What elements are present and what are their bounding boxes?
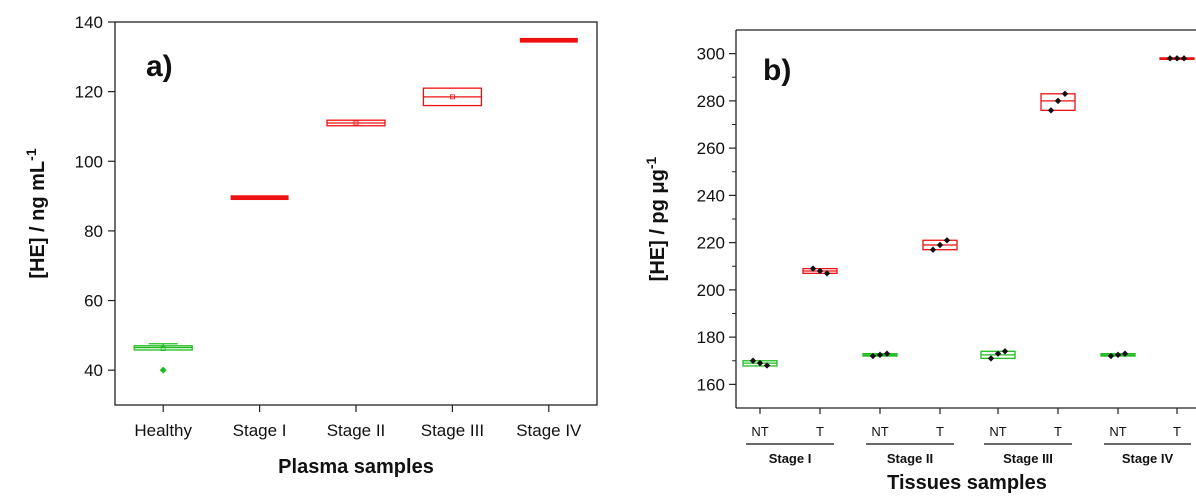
data-point (1107, 352, 1115, 360)
x-tick-label: T (816, 424, 824, 439)
panel-a-boxes (133, 37, 578, 374)
y-tick-label: 180 (697, 328, 725, 347)
panel-b-y-axis-title-main: [HE] / pg μg (647, 169, 669, 281)
y-tick-label: 220 (697, 234, 725, 253)
y-tick-label: 120 (75, 83, 103, 102)
data-point (1121, 350, 1129, 357)
y-tick-label: 240 (697, 186, 725, 205)
data-point (1166, 55, 1174, 62)
panel-b-tissue-boxplot: 160 180 200 220 240 260 280 300 NT T NT T NT T NT T St… (643, 29, 1196, 494)
data-point (987, 355, 995, 362)
x-tick-label: Stage I (233, 421, 287, 440)
panel-a-y-axis: 40 60 80 100 120 140 (75, 13, 115, 380)
data-point (816, 267, 824, 275)
data-point (883, 350, 891, 357)
y-tick-label: 100 (75, 152, 103, 171)
panel-b-y-axis: 160 180 200 220 240 260 280 300 (697, 45, 736, 394)
data-point (1047, 107, 1055, 114)
data-point (1173, 55, 1181, 62)
x-tick-label: Stage III (421, 421, 484, 440)
panel-b-axes (735, 29, 1196, 409)
panel-a-x-axis: Healthy Stage I Stage II Stage III Stage IV (134, 405, 582, 440)
outlier-point (159, 366, 167, 374)
data-point (869, 352, 877, 360)
x-tick-label: Stage II (327, 421, 386, 440)
data-point (929, 246, 937, 253)
y-tick-label: 280 (697, 92, 725, 111)
x-tick-label: T (1173, 424, 1181, 439)
panel-b-boxes (742, 55, 1195, 369)
panel-b-y-axis-title: [HE] / pg μg-1 (643, 156, 669, 281)
group-label: Stage I (769, 451, 812, 466)
panel-a-y-axis-title: [HE] / ng mL-1 (23, 148, 49, 278)
panel-a-x-axis-title: Plasma samples (278, 456, 434, 478)
data-point (1180, 55, 1188, 62)
data-point (1001, 348, 1009, 355)
data-point (749, 357, 757, 364)
y-tick-label: 40 (84, 361, 103, 380)
x-tick-label: NT (751, 424, 768, 439)
y-tick-label: 200 (697, 281, 725, 300)
box (1040, 93, 1076, 111)
panel-a-plasma-boxplot: 40 60 80 100 120 140 Healthy Stage I Stage II St… (23, 13, 598, 478)
box (230, 195, 289, 201)
mean-marker (160, 346, 166, 351)
panel-a-y-axis-title-superscript: -1 (23, 148, 39, 161)
mean-marker (449, 94, 455, 100)
data-point (943, 237, 951, 244)
y-tick-label: 300 (697, 45, 725, 64)
data-point (763, 362, 771, 369)
data-point (756, 359, 764, 367)
y-tick-label: 60 (84, 292, 103, 311)
data-point (823, 270, 831, 277)
x-tick-label: NT (871, 424, 888, 439)
panel-b-label: b) (763, 54, 791, 87)
data-point (1114, 351, 1122, 359)
x-tick-label: Stage IV (516, 421, 582, 440)
panel-b-x-axis: NT T NT T NT T NT T (751, 408, 1181, 439)
data-point (809, 265, 817, 272)
x-tick-label: NT (1109, 424, 1126, 439)
y-tick-label: 80 (84, 222, 103, 241)
x-tick-label: NT (989, 424, 1006, 439)
group-label: Stage II (887, 451, 933, 466)
y-tick-label: 260 (697, 139, 725, 158)
box (519, 37, 578, 43)
panel-b-y-axis-title-superscript: -1 (643, 156, 659, 169)
y-tick-label: 140 (75, 13, 103, 32)
panel-b-stage-groups: Stage I Stage II Stage III Stage IV (746, 443, 1191, 466)
group-label: Stage III (1003, 451, 1053, 466)
panel-a-label: a) (146, 50, 173, 83)
mean-marker (353, 120, 359, 126)
data-point (876, 351, 884, 359)
data-point (1061, 90, 1069, 97)
data-point (936, 241, 944, 249)
x-tick-label: Healthy (134, 421, 192, 440)
group-label: Stage IV (1122, 451, 1174, 466)
x-tick-label: T (1054, 424, 1062, 439)
panel-a-y-axis-title-main: [HE] / ng mL (27, 161, 49, 279)
y-tick-label: 160 (697, 375, 725, 394)
panel-b-x-axis-title: Tissues samples (887, 472, 1047, 494)
x-tick-label: T (936, 424, 944, 439)
data-point (994, 350, 1002, 357)
data-point (1054, 97, 1062, 105)
